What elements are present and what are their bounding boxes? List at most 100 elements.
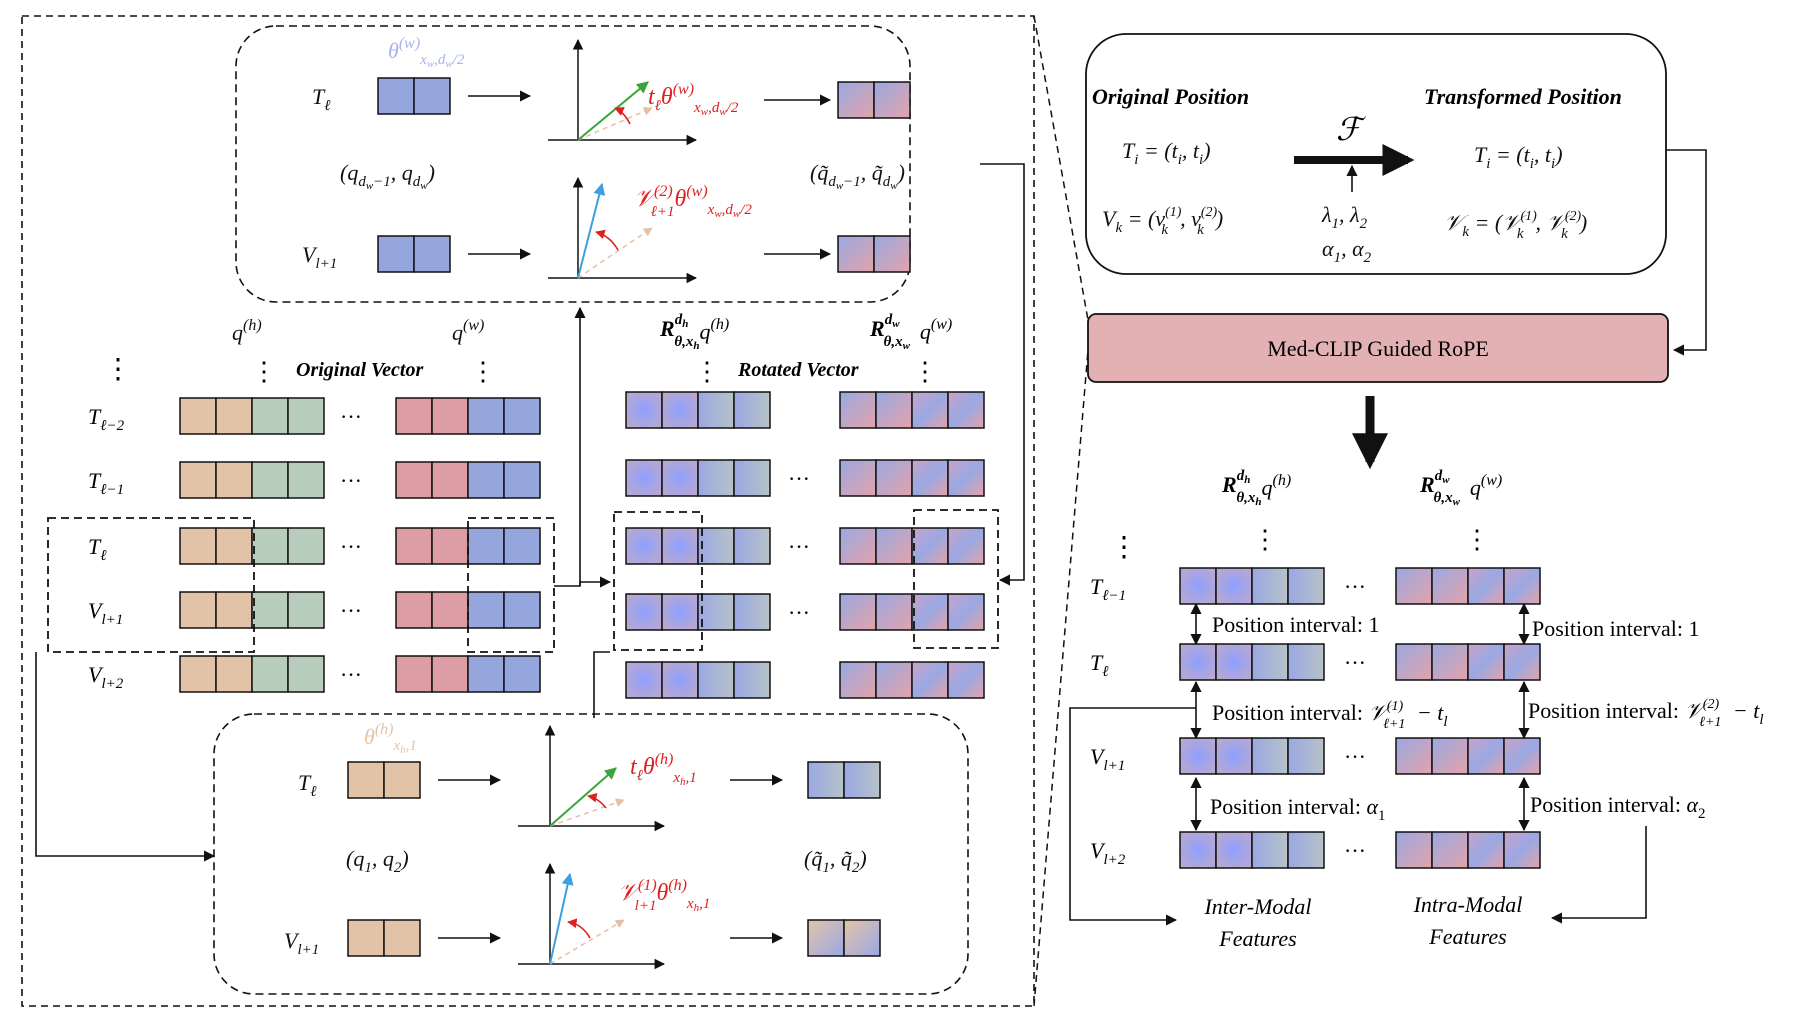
rotated-vector-label: Rotated Vector <box>737 359 859 381</box>
rot-cell-w <box>875 593 913 631</box>
rot-cell-h <box>733 459 771 497</box>
interval-1-left: Position interval: 1 <box>1212 612 1379 637</box>
rot-cell-w <box>875 661 913 699</box>
top-row1-label: Tℓ <box>312 84 331 114</box>
rot-cell-h <box>661 391 699 429</box>
feature-cell-w <box>1503 643 1541 681</box>
orig-cell-w <box>431 655 469 693</box>
feature-cell-w <box>1503 831 1541 869</box>
row-label: Vl+1 <box>88 598 123 628</box>
rot-cell-w <box>947 459 985 497</box>
rot-cell-w <box>839 527 877 565</box>
feature-cell-h <box>1251 831 1289 869</box>
module-label: Med-CLIP Guided RoPE <box>1267 336 1489 361</box>
row-ellipsis: ··· <box>340 404 362 429</box>
orig-cell-h <box>215 461 253 499</box>
orig-cell-w <box>395 655 433 693</box>
rot-cell-w <box>839 593 877 631</box>
rot-cell-w <box>911 661 949 699</box>
bottom-vec-in-2 <box>347 919 421 957</box>
row-label: Tℓ−2 <box>88 404 125 434</box>
bottom-angle2-label: 𝒱(1) l+1θ(h)xh,1 <box>618 877 710 914</box>
rot-cell-w <box>947 391 985 429</box>
orig-cell-h <box>215 591 253 629</box>
feature-cell-w <box>1395 737 1433 775</box>
params-line2: α1, α2 <box>1322 236 1372 266</box>
feature-ellipsis: ··· <box>1344 838 1366 863</box>
box-to-module-arrow <box>1666 149 1707 356</box>
orig-cell-h <box>251 527 289 565</box>
orig-cell-h <box>215 655 253 693</box>
row-label: Vl+2 <box>88 662 124 692</box>
bottom-angle1-label: tℓθ(h)xh,1 <box>630 751 697 788</box>
select-box-w <box>467 517 555 653</box>
feature-row-label: Tℓ−1 <box>1090 574 1126 604</box>
med-clip-rope-module <box>1087 313 1669 383</box>
top-vec-in-1 <box>377 77 451 115</box>
row-label: Tℓ−1 <box>88 468 124 498</box>
orig-cell-w <box>431 591 469 629</box>
transform-symbol: ℱ <box>1336 111 1367 147</box>
top-angle1-label: tℓθ(w)xw,dw/2 <box>648 81 739 118</box>
rot-cell-h <box>661 459 699 497</box>
rot-cell-w <box>875 391 913 429</box>
feature-cell-w <box>1467 831 1505 869</box>
rot-ellipsis: ··· <box>788 600 810 625</box>
bottom-vec-out-1 <box>807 761 881 799</box>
rotated-vector-rows: ··· ··· ··· <box>625 391 985 699</box>
feature-cell-h <box>1179 831 1217 869</box>
top-angle2-label: 𝒱(2) ℓ+1θ(w)xw,dw/2 <box>634 183 752 220</box>
orig-cell-w <box>467 527 505 565</box>
feature-cell-w <box>1395 567 1433 605</box>
orig-cell-w <box>431 461 469 499</box>
feature-arrows <box>1069 707 1647 926</box>
top-axes-2 <box>548 176 698 284</box>
feature-row-label: Vl+1 <box>1090 744 1125 774</box>
orig-cell-h <box>251 655 289 693</box>
right-rot-h-header: Rdh θ,xhq(h) <box>1221 468 1291 508</box>
rot-cell-h <box>661 661 699 699</box>
interval-3-right: Position interval: α2 <box>1530 792 1706 822</box>
feature-cell-h <box>1179 567 1217 605</box>
rot-cell-h <box>625 391 663 429</box>
orig-cell-w <box>395 397 433 435</box>
rot-cell-w <box>875 459 913 497</box>
svg-text:q(h): q(h) <box>232 317 262 345</box>
orig-V: Vk = (v(1) k, v(2) k) <box>1102 205 1223 238</box>
orig-cell-h <box>251 397 289 435</box>
row-ellipsis: ··· <box>340 534 362 559</box>
orig-cell-w <box>395 591 433 629</box>
rot-cell-w <box>911 459 949 497</box>
rot-h-header: Rdh θ,xhq(h) ⋮ <box>659 312 729 386</box>
interval-2-left: Position interval: 𝒱(1) ℓ+1 − tl <box>1212 699 1448 732</box>
flow-arrows-left <box>35 163 1025 862</box>
interval-arrows <box>1190 602 1530 832</box>
right-vdots-h: ⋮ <box>1252 525 1278 554</box>
top-vec-out-2 <box>837 235 911 273</box>
orig-cell-h <box>179 461 217 499</box>
svg-text:⋮: ⋮ <box>694 357 720 386</box>
rot-cell-h <box>697 593 735 631</box>
feature-cell-h <box>1215 643 1253 681</box>
bottom-axes-2 <box>518 862 666 970</box>
orig-cell-w <box>467 655 505 693</box>
rot-cell-w <box>911 391 949 429</box>
orig-cell-w <box>395 461 433 499</box>
bottom-vec-in-1 <box>347 761 421 799</box>
rot-cell-h <box>697 459 735 497</box>
feature-cell-h <box>1251 567 1289 605</box>
rot-cell-w <box>911 527 949 565</box>
bottom-axes-1 <box>518 724 666 832</box>
rot-w-header: Rdw θ,xwq(w) ⋮ <box>869 312 952 386</box>
position-transform-box <box>1085 33 1667 275</box>
feature-cell-h <box>1215 737 1253 775</box>
top-rotation-box <box>235 25 911 303</box>
feature-cell-h <box>1287 737 1325 775</box>
svg-text:⋮: ⋮ <box>470 357 496 386</box>
left-panel-frame <box>21 15 1035 1007</box>
zoom-line-bottom <box>1033 349 1089 1007</box>
row-ellipsis: ··· <box>340 662 362 687</box>
top-pair-out: (q̃dw−1, q̃dw) <box>810 160 905 192</box>
